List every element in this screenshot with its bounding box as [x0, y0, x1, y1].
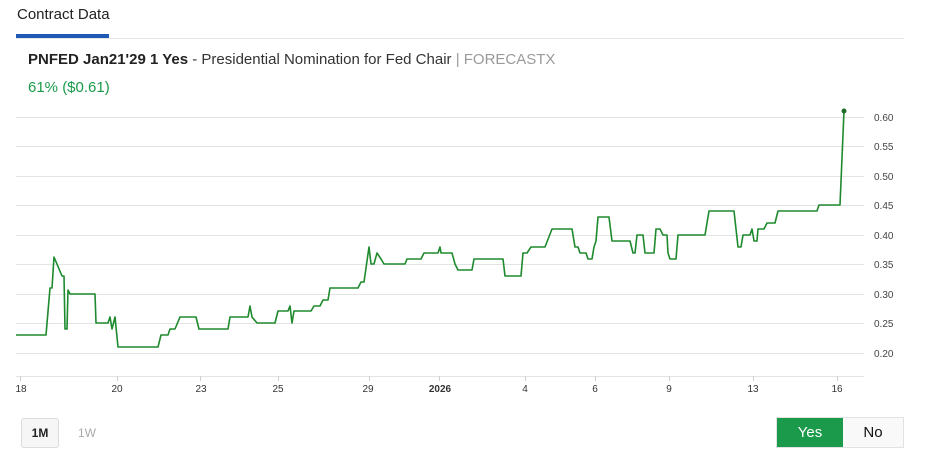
title-separator: - [188, 51, 202, 68]
range-1w-button[interactable]: 1W [78, 426, 96, 440]
y-tick: 0.55 [874, 142, 894, 153]
yes-button[interactable]: Yes [777, 418, 843, 447]
tab-bar: Contract Data [16, 0, 904, 39]
active-tab-indicator [16, 34, 109, 38]
contract-symbol: PNFED Jan21'29 1 Yes [28, 51, 189, 68]
x-tick: 18 [15, 384, 27, 395]
x-tick: 6 [592, 384, 598, 395]
x-tick: 9 [666, 384, 672, 395]
x-tick: 29 [362, 384, 374, 395]
x-tick: 4 [522, 384, 528, 395]
y-tick: 0.50 [874, 172, 894, 183]
price-line [16, 110, 845, 348]
contract-source: | FORECASTX [451, 51, 556, 68]
tab-contract-data[interactable]: Contract Data [17, 6, 110, 23]
range-1m-button[interactable]: 1M [21, 418, 59, 448]
y-tick: 0.30 [874, 290, 894, 301]
y-axis-labels: 0.60 0.55 0.50 0.45 0.40 0.35 0.30 0.25 … [874, 113, 894, 360]
x-axis-ticks [20, 376, 838, 381]
y-tick: 0.35 [874, 260, 894, 271]
grid-lines [16, 117, 864, 377]
x-axis-labels: 18 20 23 25 29 2026 4 6 9 13 16 [15, 384, 843, 395]
y-tick: 0.45 [874, 201, 894, 212]
y-tick: 0.20 [874, 349, 894, 360]
price-chart[interactable]: 0.60 0.55 0.50 0.45 0.40 0.35 0.30 0.25 … [0, 0, 934, 400]
y-tick: 0.60 [874, 113, 894, 124]
x-tick: 13 [747, 384, 759, 395]
x-tick: 23 [195, 384, 207, 395]
contract-title: PNFED Jan21'29 1 Yes - Presidential Nomi… [28, 51, 555, 68]
current-price: 61% ($0.61) [28, 79, 110, 96]
y-tick: 0.25 [874, 319, 894, 330]
x-tick-year: 2026 [429, 384, 452, 395]
y-tick: 0.40 [874, 231, 894, 242]
yes-no-toggle: Yes No [776, 417, 904, 448]
x-tick: 16 [831, 384, 843, 395]
last-price-marker [841, 108, 847, 114]
no-button[interactable]: No [843, 418, 903, 447]
contract-description: Presidential Nomination for Fed Chair [201, 51, 452, 68]
x-tick: 20 [111, 384, 123, 395]
x-tick: 25 [272, 384, 284, 395]
